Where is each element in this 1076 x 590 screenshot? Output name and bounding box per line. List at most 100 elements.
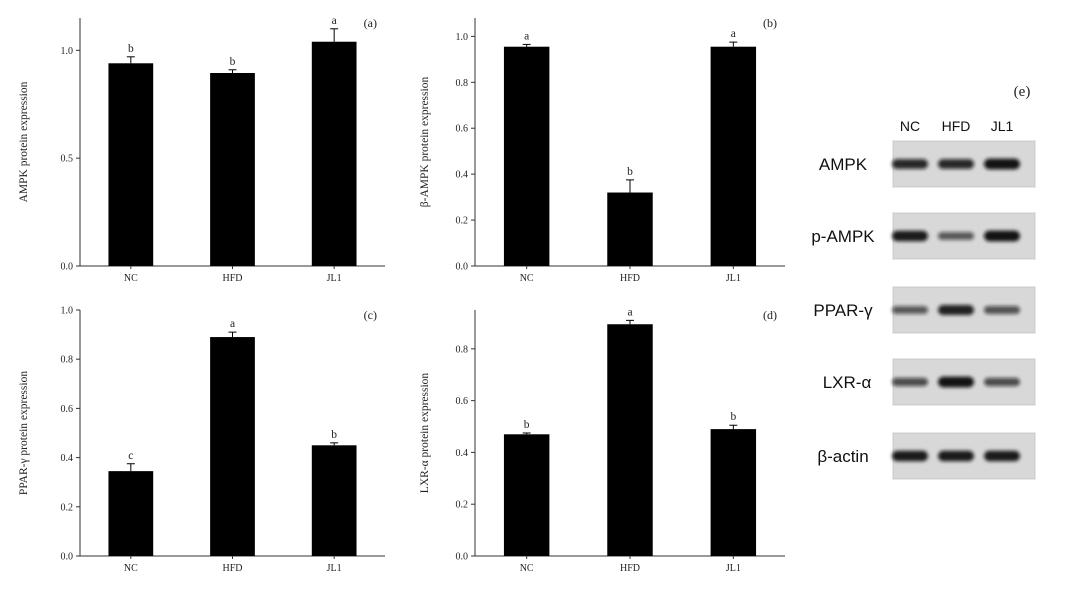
- y-tick-label: 0.2: [61, 502, 74, 513]
- x-tick-label: NC: [124, 563, 138, 574]
- y-tick-label: 0.0: [61, 262, 74, 273]
- blot-band: [984, 230, 1020, 242]
- bar-NC: [108, 471, 154, 556]
- significance-letter: b: [128, 43, 134, 55]
- significance-letter: b: [730, 411, 736, 423]
- y-tick-label: 1.0: [61, 306, 74, 317]
- y-tick-label: 0.6: [456, 124, 469, 135]
- blot-band: [938, 232, 974, 240]
- x-tick-label: HFD: [222, 273, 242, 284]
- x-tick-label: NC: [124, 273, 138, 284]
- y-axis-label: PPAR-γ protein expression: [18, 371, 30, 495]
- y-tick-label: 0.0: [456, 552, 469, 563]
- y-tick-label: 0.8: [456, 78, 469, 89]
- bar-JL1: [311, 41, 357, 266]
- x-tick-label: JL1: [726, 563, 741, 574]
- y-tick-label: 0.4: [456, 448, 469, 459]
- panel-label: (a): [364, 16, 377, 30]
- blot-band: [892, 230, 928, 242]
- y-tick-label: 0.6: [61, 404, 74, 415]
- blot-band: [938, 304, 974, 316]
- y-tick-label: 0.4: [61, 453, 74, 464]
- panel-label: (e): [1014, 84, 1031, 100]
- panel-label: (c): [364, 308, 377, 322]
- blot-band: [938, 159, 974, 169]
- significance-letter: b: [524, 419, 530, 431]
- x-tick-label: JL1: [327, 273, 342, 284]
- y-tick-label: 0.0: [456, 262, 469, 273]
- significance-letter: c: [128, 450, 133, 462]
- y-axis-label: LXR-α protein expression: [419, 373, 431, 494]
- blot-row-label: β-actin: [817, 447, 868, 466]
- blot-row: β-actin: [817, 432, 1036, 480]
- x-tick-label: NC: [520, 563, 534, 574]
- bar-charts: 0.0 0.5 1.0 AMPK protein expression (a) b NC b H…: [18, 15, 785, 574]
- blot-row-label: p-AMPK: [811, 227, 875, 246]
- y-tick-label: 0.2: [456, 216, 469, 227]
- y-tick-label: 0.8: [456, 344, 469, 355]
- significance-letter: a: [230, 318, 235, 330]
- chart-panel-1: 0.0 0.5 1.0 AMPK protein expression (a) b NC b H…: [18, 15, 385, 284]
- blot-band: [984, 158, 1020, 170]
- bar-JL1: [311, 445, 357, 556]
- y-tick-label: 0.5: [61, 154, 74, 165]
- y-tick-label: 0.0: [61, 552, 74, 563]
- blot-band: [892, 306, 928, 314]
- y-tick-label: 0.2: [456, 500, 469, 511]
- chart-panel-2: 0.0 0.2 0.4 0.6 0.8 1.0 β-AMPK protein express…: [419, 16, 785, 284]
- y-axis-label: β-AMPK protein expression: [419, 77, 431, 208]
- chart-panel-3: 0.0 0.2 0.4 0.6 0.8 1.0 PPAR-γ protein express…: [18, 306, 385, 574]
- panel-label: (b): [763, 16, 777, 30]
- blot-row: LXR-α: [823, 358, 1036, 406]
- blot-band: [938, 450, 974, 462]
- blot-band: [984, 306, 1020, 314]
- blot-row-label: LXR-α: [823, 373, 872, 392]
- significance-letter: b: [230, 56, 236, 68]
- blot-row-label: PPAR-γ: [813, 301, 873, 320]
- bar-NC: [503, 434, 550, 556]
- x-tick-label: JL1: [327, 563, 342, 574]
- blot-row-label: AMPK: [819, 155, 868, 174]
- lane-label-JL1: JL1: [991, 118, 1014, 134]
- bar-JL1: [710, 46, 757, 266]
- significance-letter: a: [731, 28, 736, 40]
- lane-label-HFD: HFD: [942, 118, 971, 134]
- significance-letter: b: [331, 429, 337, 441]
- panel-label: (d): [763, 308, 777, 322]
- significance-letter: a: [332, 15, 337, 27]
- blot-band: [984, 377, 1020, 387]
- bar-HFD: [607, 324, 653, 556]
- y-tick-label: 1.0: [456, 32, 469, 43]
- blot-band: [938, 376, 974, 388]
- x-tick-label: HFD: [620, 273, 640, 284]
- blot-row: p-AMPK: [811, 212, 1036, 260]
- y-tick-label: 1.0: [61, 46, 74, 57]
- bar-HFD: [210, 72, 255, 266]
- bar-JL1: [710, 429, 757, 556]
- x-tick-label: JL1: [726, 273, 741, 284]
- western-blot-panel: (e) NC HFD JL1 AMPK p-AMPK PPAR-γ LXR-α β-actin: [811, 84, 1036, 480]
- blot-band: [892, 159, 928, 169]
- y-tick-label: 0.4: [456, 170, 469, 181]
- blot-band: [984, 450, 1020, 462]
- x-tick-label: HFD: [222, 563, 242, 574]
- y-tick-label: 0.6: [456, 396, 469, 407]
- bar-NC: [503, 46, 550, 266]
- significance-letter: b: [627, 166, 633, 178]
- bar-HFD: [210, 337, 255, 556]
- x-tick-label: NC: [520, 273, 534, 284]
- y-axis-label: AMPK protein expression: [18, 81, 30, 202]
- bar-NC: [108, 63, 154, 266]
- x-tick-label: HFD: [620, 563, 640, 574]
- blot-row: PPAR-γ: [813, 286, 1036, 334]
- blot-row: AMPK: [819, 140, 1036, 188]
- y-tick-label: 0.8: [61, 355, 74, 366]
- chart-panel-4: 0.0 0.2 0.4 0.6 0.8 LXR-α protein expression (…: [419, 306, 785, 574]
- significance-letter: a: [627, 306, 632, 318]
- blot-band: [892, 450, 928, 462]
- blot-band: [892, 377, 928, 387]
- bar-HFD: [607, 192, 653, 266]
- lane-label-NC: NC: [900, 118, 920, 134]
- significance-letter: a: [524, 30, 529, 42]
